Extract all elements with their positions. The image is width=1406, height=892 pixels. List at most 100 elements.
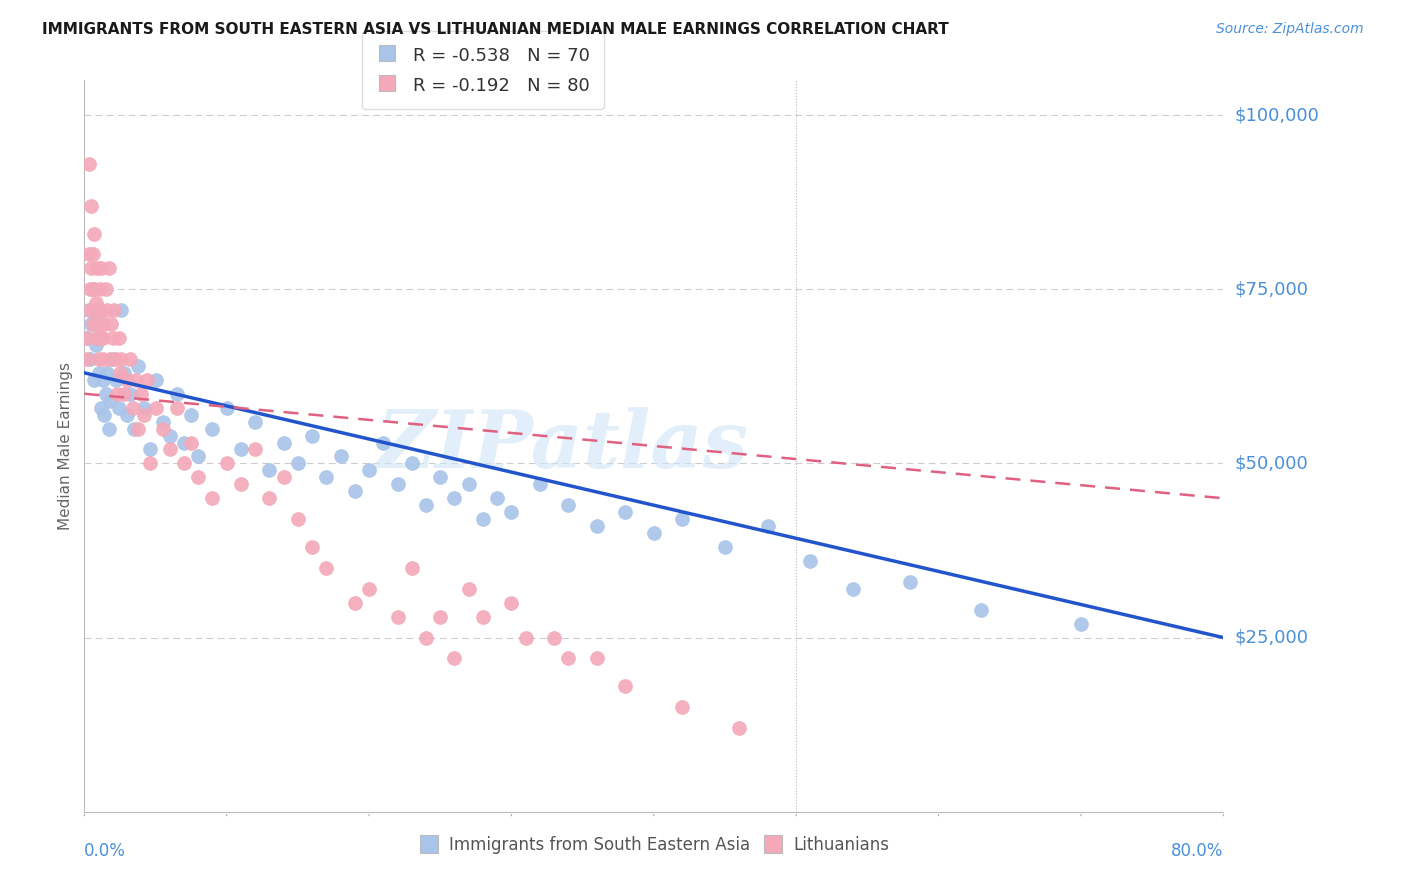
Point — [79, 282, 101, 296]
Point — [76, 351, 98, 366]
Point — [472, 609, 495, 624]
Point — [82, 282, 104, 296]
Point — [94, 386, 117, 401]
Point — [82, 247, 104, 261]
Point — [118, 351, 141, 366]
Point — [84, 296, 107, 310]
Point — [86, 310, 108, 325]
Point — [159, 428, 181, 442]
Point — [401, 561, 423, 575]
Point — [96, 366, 118, 380]
Text: $25,000: $25,000 — [1234, 629, 1309, 647]
Point — [101, 331, 124, 345]
Point — [180, 435, 202, 450]
Point — [87, 351, 110, 366]
Point — [501, 596, 523, 610]
Point — [557, 498, 579, 512]
Point — [101, 351, 124, 366]
Point — [107, 401, 129, 415]
Point — [98, 393, 121, 408]
Point — [145, 373, 167, 387]
Point — [86, 303, 108, 318]
Point — [166, 401, 188, 415]
Point — [83, 282, 105, 296]
Point — [173, 435, 195, 450]
Text: Source: ZipAtlas.com: Source: ZipAtlas.com — [1216, 22, 1364, 37]
Point — [84, 338, 107, 352]
Point — [91, 351, 114, 366]
Point — [259, 491, 281, 506]
Point — [145, 401, 167, 415]
Point — [429, 470, 451, 484]
Point — [842, 582, 865, 596]
Point — [152, 415, 174, 429]
Point — [90, 261, 112, 276]
Point — [501, 505, 523, 519]
Point — [401, 457, 423, 471]
Point — [329, 450, 352, 464]
Point — [343, 596, 366, 610]
Text: 0.0%: 0.0% — [84, 842, 127, 860]
Point — [89, 282, 111, 296]
Text: ZIPatlas: ZIPatlas — [377, 408, 749, 484]
Point — [429, 609, 451, 624]
Text: 80.0%: 80.0% — [1171, 842, 1223, 860]
Point — [93, 317, 115, 331]
Point — [75, 331, 97, 345]
Text: $75,000: $75,000 — [1234, 280, 1309, 298]
Point — [115, 373, 138, 387]
Point — [127, 359, 149, 373]
Point — [77, 247, 100, 261]
Point — [87, 366, 110, 380]
Text: $50,000: $50,000 — [1234, 454, 1308, 473]
Point — [89, 331, 111, 345]
Point — [83, 373, 105, 387]
Point — [159, 442, 181, 457]
Point — [79, 351, 101, 366]
Point — [201, 421, 224, 435]
Point — [100, 317, 122, 331]
Point — [215, 401, 238, 415]
Point — [1070, 616, 1092, 631]
Point — [90, 401, 112, 415]
Point — [112, 366, 135, 380]
Point — [96, 303, 118, 318]
Point — [643, 526, 665, 541]
Point — [215, 457, 238, 471]
Point — [76, 331, 98, 345]
Point — [373, 435, 395, 450]
Point — [134, 408, 156, 422]
Text: IMMIGRANTS FROM SOUTH EASTERN ASIA VS LITHUANIAN MEDIAN MALE EARNINGS CORRELATIO: IMMIGRANTS FROM SOUTH EASTERN ASIA VS LI… — [42, 22, 949, 37]
Point — [131, 386, 153, 401]
Point — [515, 631, 537, 645]
Point — [77, 157, 100, 171]
Point — [472, 512, 495, 526]
Point — [259, 463, 281, 477]
Point — [614, 505, 637, 519]
Point — [415, 631, 437, 645]
Point — [87, 317, 110, 331]
Point — [359, 463, 381, 477]
Point — [671, 512, 693, 526]
Point — [134, 401, 156, 415]
Point — [714, 540, 737, 554]
Point — [105, 386, 128, 401]
Point — [187, 470, 209, 484]
Point — [136, 373, 159, 387]
Point — [315, 561, 337, 575]
Point — [443, 491, 465, 506]
Point — [443, 651, 465, 665]
Point — [97, 261, 120, 276]
Point — [115, 408, 138, 422]
Point — [799, 554, 821, 568]
Point — [127, 421, 149, 435]
Point — [229, 442, 252, 457]
Point — [104, 351, 127, 366]
Point — [180, 408, 202, 422]
Point — [273, 470, 295, 484]
Point — [91, 373, 114, 387]
Point — [301, 540, 323, 554]
Point — [245, 415, 267, 429]
Point — [77, 303, 100, 318]
Point — [84, 331, 107, 345]
